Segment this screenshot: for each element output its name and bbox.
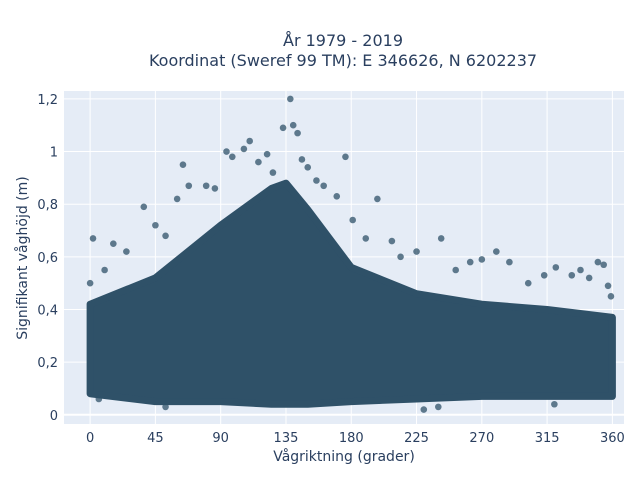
scatter-point [388,237,396,245]
scatter-point [162,232,169,240]
chart-title-line1: År 1979 - 2019 [283,31,403,50]
y-tick-label: 1 [50,146,58,161]
x-tick-label: 180 [339,431,364,446]
scatter-points [86,95,615,413]
scatter-point [435,403,442,411]
x-tick-label: 0 [86,431,94,446]
scatter-point [294,129,301,137]
scatter-point [173,195,181,203]
scatter-point [604,282,612,290]
chart-title-line2: Koordinat (Sweref 99 TM): E 346626, N 62… [149,51,537,70]
scatter-point [362,235,370,242]
scatter-point [493,248,500,255]
scatter-point [152,221,159,229]
scatter-point [223,148,230,155]
y-tick-label: 0,6 [37,251,58,266]
x-tick-label: 135 [274,431,299,446]
scatter-point [600,261,607,269]
y-tick-labels: 0 0,2 0,4 0,6 0,8 1 1,2 [37,93,58,424]
dense-data-band [86,179,616,408]
scatter-point [101,266,108,274]
scatter-point [333,192,341,200]
scatter-point [89,235,97,242]
x-tick-label: 225 [404,431,429,446]
x-tick-label: 270 [469,431,494,446]
scatter-point [349,216,357,224]
scatter-point [279,124,287,132]
scatter-point [540,271,548,279]
scatter-point [342,153,349,161]
scatter-point [179,161,187,169]
y-axis-label: Signifikant våghöjd (m) [14,176,31,339]
scatter-point [86,279,94,287]
scatter-point [287,95,294,103]
scatter-point [123,248,130,255]
x-tick-label: 315 [535,431,560,446]
scatter-point [397,253,404,261]
scatter-point [304,164,312,171]
scatter-point [478,256,486,263]
scatter-point [289,121,297,129]
x-tick-labels: 0 45 90 135 180 225 270 315 360 [86,431,625,446]
scatter-point [524,279,532,287]
x-tick-label: 360 [600,431,625,446]
scatter-point [95,395,103,403]
x-axis-label: Vågriktning (grader) [273,448,415,465]
scatter-point [202,182,210,190]
scatter-point [437,235,445,242]
scatter-point [594,258,602,266]
scatter-point [577,266,584,274]
scatter-point [452,266,460,274]
scatter-point [466,258,474,266]
x-tick-label: 45 [147,431,164,446]
y-tick-label: 1,2 [37,93,58,108]
scatter-point [298,156,306,163]
scatter-point [240,145,248,153]
scatter-point [246,137,253,145]
y-tick-label: 0,2 [37,356,58,371]
scatter-point [413,248,420,255]
scatter-point [269,169,277,176]
scatter-point [506,258,513,266]
scatter-point [140,203,148,211]
dense-band-shape [86,179,616,408]
y-tick-label: 0,8 [37,198,58,213]
scatter-point [551,400,558,408]
scatter-point [162,403,169,411]
scatter-point [374,195,381,203]
scatter-point [320,182,327,190]
scatter-point [228,153,236,161]
scatter-point [263,150,271,158]
scatter-point [211,185,219,192]
scatter-point [313,177,320,184]
scatter-point [552,264,560,271]
scatter-point [185,182,193,190]
scatter-point [420,406,428,413]
scatter-point [568,271,576,279]
x-tick-label: 90 [212,431,229,446]
scatter-point [255,158,262,166]
scatter-point [110,240,117,247]
scatter-point [607,293,615,300]
scatter-point [585,274,593,282]
y-tick-label: 0 [50,409,58,424]
y-tick-label: 0,4 [37,303,58,318]
